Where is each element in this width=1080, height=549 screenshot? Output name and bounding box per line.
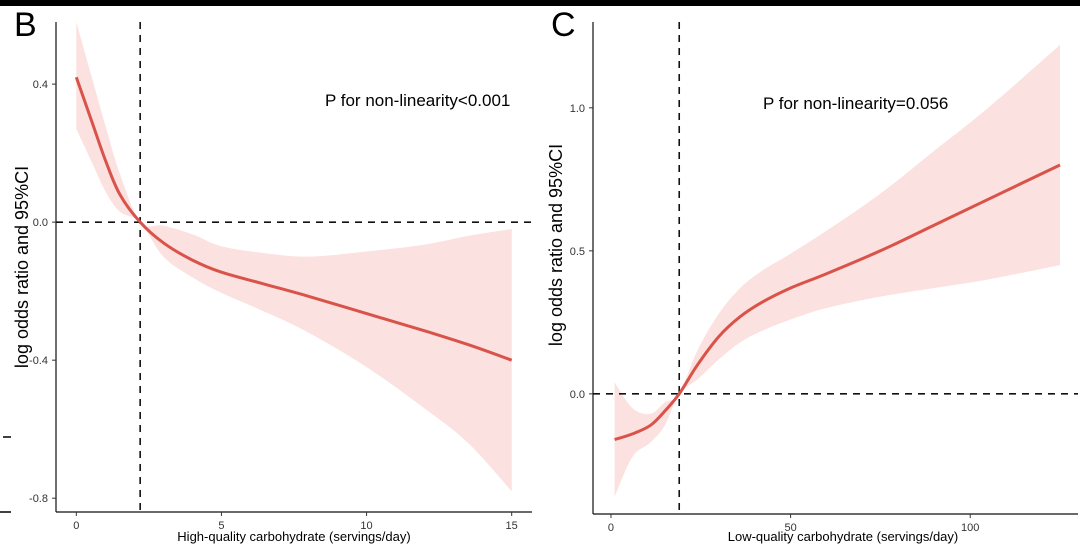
panel-b-y-ticks: -0.8 -0.4 0.0 0.4 bbox=[29, 79, 56, 505]
panel-b-y-axis-title: log odds ratio and 95%CI bbox=[12, 166, 32, 368]
x-tick-label: 0 bbox=[73, 520, 79, 532]
x-tick-label: 50 bbox=[784, 522, 796, 534]
y-tick-label: -0.8 bbox=[29, 493, 48, 505]
panel-c-chart: C 0.0 0.5 1.0 0 50 100 P for non-linearity=0… bbox=[546, 6, 1078, 544]
panel-b-x-axis-title: High-quality carbohydrate (servings/day) bbox=[177, 529, 410, 544]
panel-c-annotation: P for non-linearity=0.056 bbox=[763, 94, 948, 113]
top-border-bar bbox=[0, 0, 1080, 6]
y-tick-label: 1.0 bbox=[570, 103, 585, 115]
panel-c-y-axis-title: log odds ratio and 95%CI bbox=[546, 144, 566, 346]
panel-c-x-axis-title: Low-quality carbohydrate (servings/day) bbox=[728, 529, 959, 544]
panel-c-label: C bbox=[551, 6, 576, 44]
y-tick-label: 0.4 bbox=[33, 79, 48, 91]
x-tick-label: 10 bbox=[360, 520, 372, 532]
panel-c-x-ticks: 0 50 100 bbox=[608, 514, 979, 534]
y-tick-label: -0.4 bbox=[29, 355, 48, 367]
panel-c-estimate-line bbox=[614, 163, 1061, 442]
panel-b-estimate-line bbox=[74, 76, 513, 362]
panel-b-x-ticks: 0 5 10 15 bbox=[73, 512, 518, 532]
y-tick-label: 0.0 bbox=[570, 389, 585, 401]
panel-b-ci-band bbox=[76, 22, 512, 492]
x-tick-label: 15 bbox=[506, 520, 518, 532]
x-tick-label: 0 bbox=[608, 522, 614, 534]
panel-b-label: B bbox=[14, 6, 37, 44]
panel-b-chart: B -0.8 -0.4 0.0 0.4 0 5 10 15 P for non-linear… bbox=[12, 6, 532, 544]
y-tick-label: 0.0 bbox=[33, 217, 48, 229]
y-tick-label: 0.5 bbox=[570, 246, 585, 258]
panel-b-annotation: P for non-linearity<0.001 bbox=[325, 91, 510, 110]
x-tick-label: 5 bbox=[218, 520, 224, 532]
x-tick-label: 100 bbox=[961, 522, 979, 534]
panel-c-y-ticks: 0.0 0.5 1.0 bbox=[570, 103, 593, 401]
